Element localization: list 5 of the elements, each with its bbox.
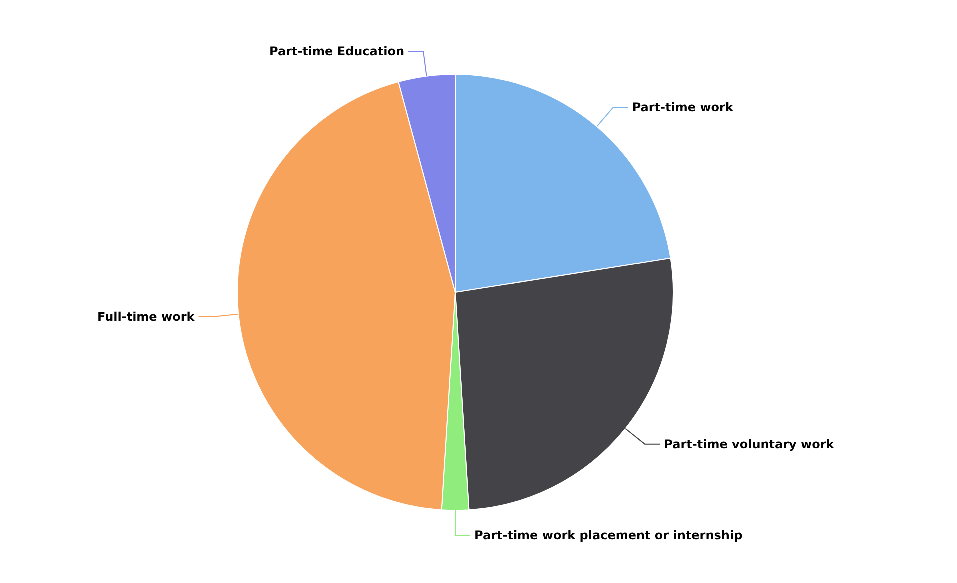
slice-label: Part-time voluntary work — [664, 437, 836, 452]
slice-label: Full-time work — [97, 310, 196, 324]
slice-label: Part-time work — [632, 100, 734, 115]
slice-label: Part-time work placement or internship — [474, 528, 744, 542]
slice-label: Part-time Education — [269, 44, 405, 59]
